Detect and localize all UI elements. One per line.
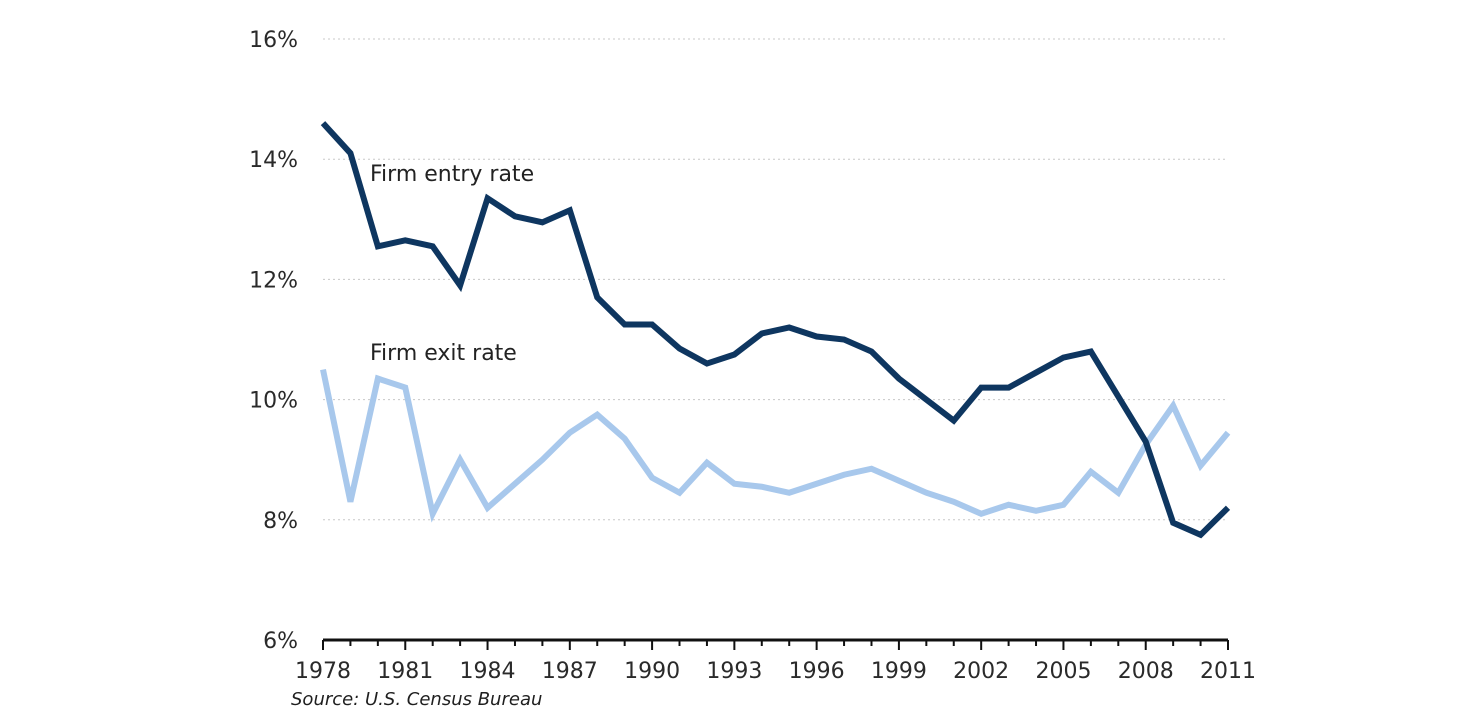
source-note: Source: U.S. Census Bureau [291, 689, 543, 710]
series-line-firm-exit-rate [320, 368, 1231, 523]
y-tick-label: 8% [263, 509, 298, 534]
x-tick-label: 1984 [460, 659, 516, 684]
series-label-entry: Firm entry rate [370, 162, 534, 187]
y-tick-label: 14% [249, 148, 298, 173]
x-tick-label: 2005 [1035, 659, 1091, 684]
y-axis-ticks: 6% 8% 10% 12% 14% 16% [249, 28, 298, 654]
x-tick-label: 1990 [624, 659, 680, 684]
x-tick-label: 1981 [377, 659, 433, 684]
x-tick-label: 2002 [953, 659, 1009, 684]
x-tick-label: 1993 [706, 659, 762, 684]
x-tick-label: 2008 [1118, 659, 1174, 684]
x-axis: 1978 1981 1984 1987 1990 1993 1996 1999 2002 2005… [295, 638, 1256, 684]
series-line-firm-entry-rate [320, 121, 1231, 539]
gridlines [323, 38, 1228, 521]
x-tick-label: 1999 [871, 659, 927, 684]
x-tick-label: 1987 [542, 659, 598, 684]
y-tick-label: 16% [249, 28, 298, 53]
y-tick-label: 12% [249, 268, 298, 293]
series-lines [320, 121, 1231, 539]
x-tick-label: 1978 [295, 659, 351, 684]
x-tick-label: 1996 [789, 659, 845, 684]
series-label-exit: Firm exit rate [370, 341, 517, 366]
y-tick-label: 10% [249, 389, 298, 414]
y-tick-label: 6% [263, 629, 298, 654]
series-labels: Firm entry rate Firm exit rate [370, 162, 534, 366]
x-tick-label: 2011 [1200, 659, 1256, 684]
